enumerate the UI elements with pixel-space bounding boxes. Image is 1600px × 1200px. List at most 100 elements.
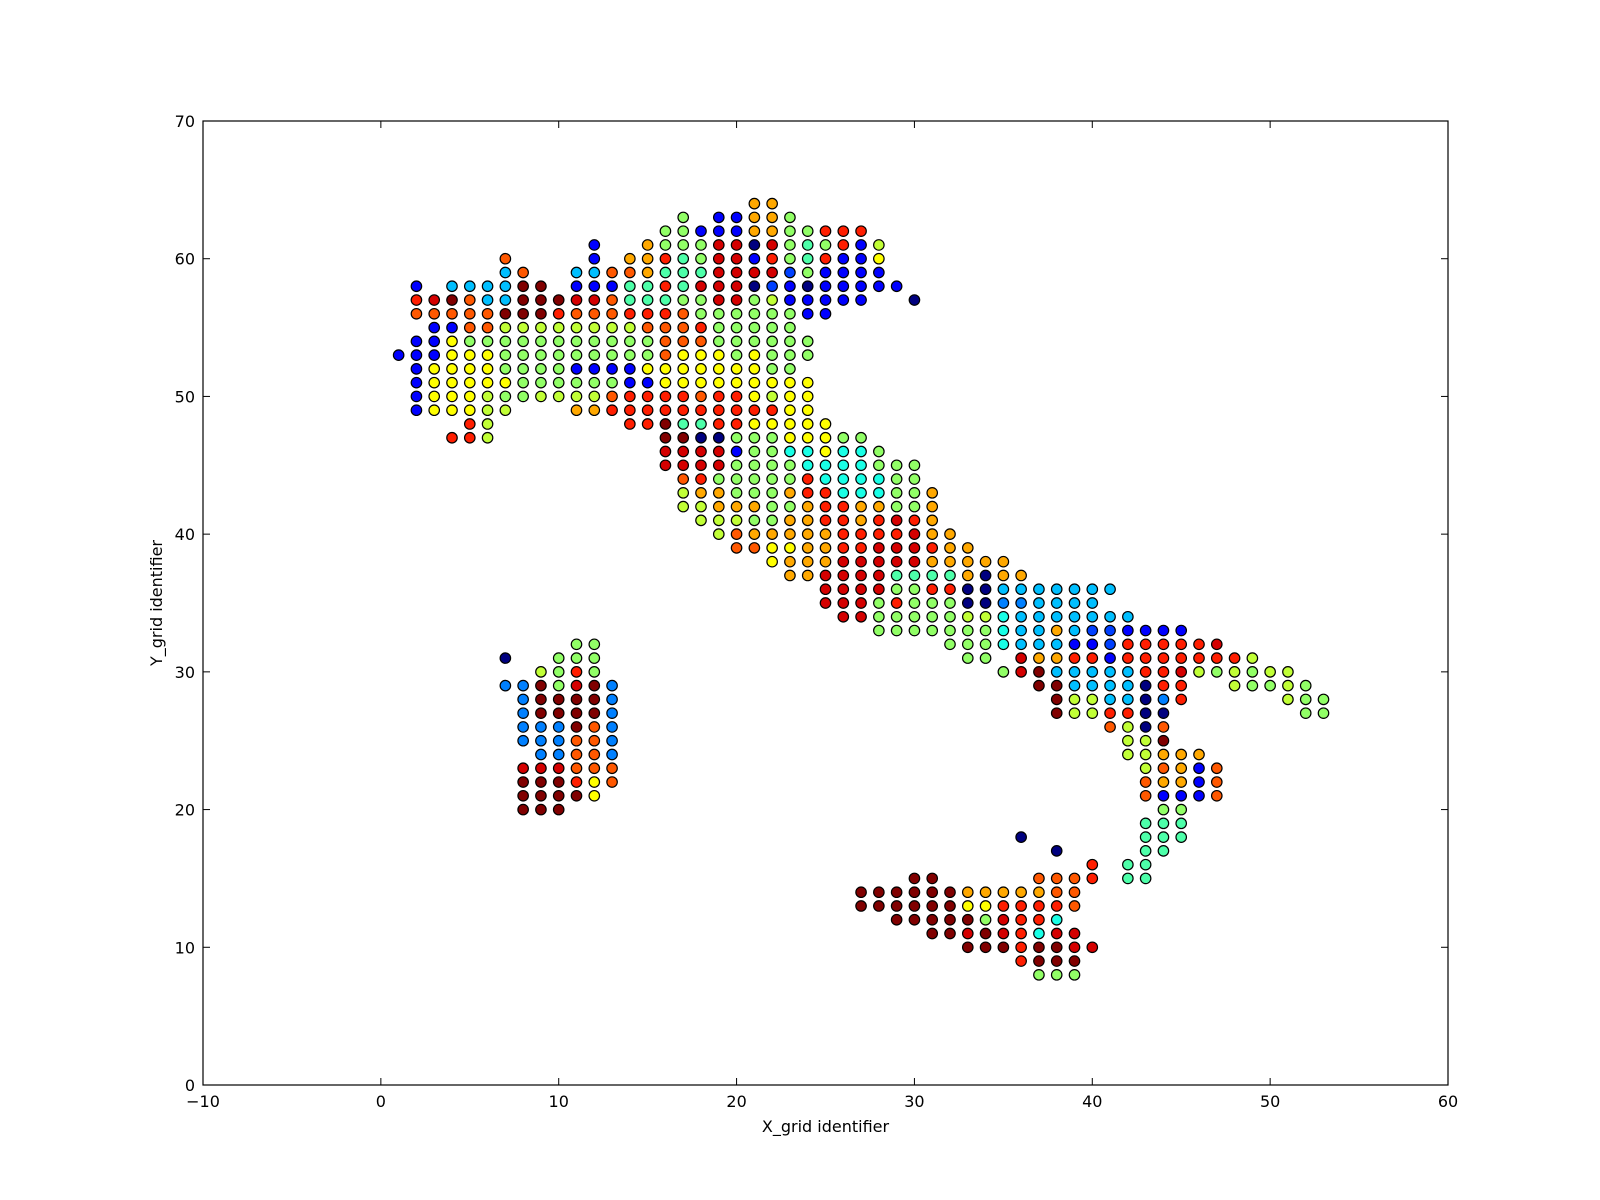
data-point — [695, 376, 707, 389]
data-point — [855, 280, 867, 293]
data-point — [1139, 734, 1152, 747]
data-point — [1157, 624, 1170, 637]
data-point — [926, 597, 939, 609]
data-point — [784, 239, 796, 251]
data-point — [588, 721, 601, 733]
data-point — [1015, 569, 1027, 582]
data-point — [517, 280, 529, 293]
data-point — [659, 349, 672, 361]
data-point — [1068, 624, 1081, 637]
data-point — [1050, 941, 1063, 954]
data-point — [570, 280, 583, 293]
data-point — [784, 252, 796, 265]
data-point — [641, 321, 654, 334]
data-point — [570, 335, 583, 348]
data-point — [1050, 610, 1063, 623]
data-point — [784, 335, 796, 348]
data-point — [873, 528, 885, 540]
data-point — [1068, 707, 1081, 720]
data-point — [570, 748, 583, 761]
data-point — [1282, 679, 1294, 692]
data-point — [1068, 941, 1081, 954]
data-point — [1050, 666, 1063, 678]
data-point — [997, 927, 1010, 940]
data-point — [552, 679, 565, 692]
data-point — [624, 252, 636, 265]
data-point — [1264, 679, 1276, 692]
data-point — [801, 349, 814, 361]
data-point — [997, 624, 1010, 637]
data-point — [517, 693, 529, 706]
data-point — [695, 252, 707, 265]
data-point — [588, 239, 601, 251]
data-point — [695, 266, 707, 279]
data-point — [552, 762, 565, 775]
data-point — [766, 335, 778, 348]
data-point — [695, 321, 707, 334]
data-point — [659, 390, 672, 403]
data-point — [801, 528, 814, 540]
data-point — [926, 514, 939, 527]
data-point — [517, 803, 529, 816]
data-point — [730, 335, 743, 348]
data-point — [1157, 679, 1170, 692]
data-point — [784, 473, 796, 485]
data-point — [997, 638, 1010, 651]
data-point — [784, 418, 796, 430]
data-point — [748, 418, 761, 430]
x-tick-label: 0 — [376, 1092, 386, 1111]
data-point — [535, 762, 547, 775]
data-point — [1193, 776, 1205, 788]
data-point — [588, 666, 601, 678]
data-point — [606, 349, 618, 361]
data-point — [1210, 666, 1223, 678]
data-point — [428, 376, 441, 389]
data-point — [712, 459, 725, 472]
data-point — [873, 624, 885, 637]
data-point — [819, 418, 832, 430]
data-point — [1068, 610, 1081, 623]
data-point — [588, 321, 601, 334]
data-point — [784, 363, 796, 375]
data-point — [944, 624, 956, 637]
data-point — [446, 390, 458, 403]
data-point — [1139, 638, 1152, 651]
data-point — [908, 294, 921, 306]
data-point — [855, 583, 867, 596]
data-point — [1033, 927, 1045, 940]
data-points — [392, 197, 1330, 981]
data-point — [428, 294, 441, 306]
data-point — [1193, 652, 1205, 664]
data-point — [1175, 638, 1188, 651]
data-point — [908, 569, 921, 582]
data-point — [552, 294, 565, 306]
data-point — [819, 583, 832, 596]
data-point — [463, 363, 476, 375]
data-point — [517, 266, 529, 279]
data-point — [961, 900, 974, 912]
data-point — [979, 569, 992, 582]
data-point — [873, 555, 885, 568]
data-point — [1193, 666, 1205, 678]
data-point — [606, 376, 618, 389]
data-point — [570, 734, 583, 747]
data-point — [944, 913, 956, 926]
data-point — [677, 459, 690, 472]
data-point — [535, 679, 547, 692]
data-point — [1175, 831, 1188, 843]
data-point — [659, 418, 672, 430]
data-point — [1086, 624, 1099, 637]
data-point — [908, 528, 921, 540]
data-point — [890, 624, 903, 637]
data-point — [748, 500, 761, 513]
data-point — [926, 542, 939, 554]
data-point — [730, 225, 743, 238]
data-point — [606, 762, 618, 775]
data-point — [961, 624, 974, 637]
data-point — [1157, 693, 1170, 706]
data-point — [944, 927, 956, 940]
data-point — [570, 363, 583, 375]
data-point — [1175, 762, 1188, 775]
data-point — [1228, 666, 1241, 678]
data-point — [446, 307, 458, 320]
